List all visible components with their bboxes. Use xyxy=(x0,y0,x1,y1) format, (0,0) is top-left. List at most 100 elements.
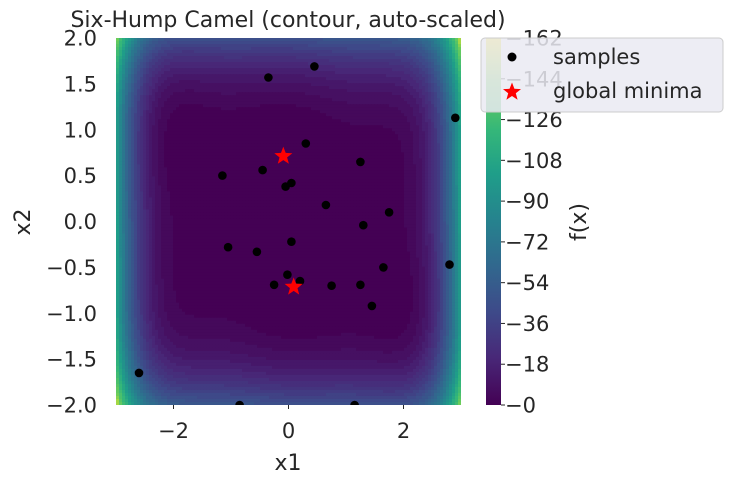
contour-cell xyxy=(380,155,384,159)
contour-cell xyxy=(308,59,312,63)
contour-cell xyxy=(419,104,423,108)
contour-cell xyxy=(176,107,180,111)
contour-cell xyxy=(284,119,288,123)
contour-cell xyxy=(332,128,336,132)
contour-cell xyxy=(428,56,432,60)
contour-cell xyxy=(251,47,255,51)
contour-cell xyxy=(365,113,369,117)
contour-cell xyxy=(317,68,321,72)
contour-cell xyxy=(365,38,369,42)
contour-cell xyxy=(353,137,357,141)
contour-cell xyxy=(401,140,405,144)
contour-cell xyxy=(431,119,435,123)
contour-cell xyxy=(332,140,336,144)
contour-cell xyxy=(374,53,378,57)
contour-cell xyxy=(335,152,339,156)
contour-cell xyxy=(137,80,141,84)
contour-cell xyxy=(290,50,294,54)
contour-cell xyxy=(341,125,345,129)
contour-cell xyxy=(335,134,339,138)
contour-cell xyxy=(371,95,375,99)
contour-cell xyxy=(455,80,459,84)
contour-cell xyxy=(404,62,408,66)
contour-cell xyxy=(122,155,126,159)
contour-cell xyxy=(311,161,315,165)
contour-cell xyxy=(380,86,384,90)
contour-cell xyxy=(410,98,414,102)
contour-cell xyxy=(323,47,327,51)
contour-cell xyxy=(440,131,444,135)
contour-cell xyxy=(353,131,357,135)
contour-cell xyxy=(131,110,135,114)
contour-cell xyxy=(287,155,291,159)
contour-cell xyxy=(443,107,447,111)
contour-cell xyxy=(332,143,336,147)
contour-cell xyxy=(206,110,210,114)
contour-cell xyxy=(284,44,288,48)
contour-cell xyxy=(128,80,132,84)
contour-cell xyxy=(173,89,177,93)
contour-cell xyxy=(203,104,207,108)
contour-cell xyxy=(377,164,381,168)
contour-cell xyxy=(134,107,138,111)
contour-cell xyxy=(149,116,153,120)
contour-cell xyxy=(368,89,372,93)
contour-cell xyxy=(140,104,144,108)
contour-cell xyxy=(257,98,261,102)
contour-cell xyxy=(191,131,195,135)
contour-cell xyxy=(293,134,297,138)
contour-cell xyxy=(194,83,198,87)
contour-cell xyxy=(158,119,162,123)
contour-cell xyxy=(389,89,393,93)
contour-cell xyxy=(365,131,369,135)
contour-cell xyxy=(389,110,393,114)
contour-cell xyxy=(149,50,153,54)
contour-cell xyxy=(200,77,204,81)
contour-cell xyxy=(185,122,189,126)
contour-cell xyxy=(380,104,384,108)
contour-cell xyxy=(398,62,402,66)
contour-cell xyxy=(137,41,141,45)
contour-cell xyxy=(326,65,330,69)
contour-cell xyxy=(137,140,141,144)
contour-cell xyxy=(182,89,186,93)
contour-cell xyxy=(305,86,309,90)
contour-cell xyxy=(452,44,456,48)
contour-cell xyxy=(254,86,258,90)
contour-cell xyxy=(248,50,252,54)
contour-cell xyxy=(221,164,225,168)
contour-cell xyxy=(167,62,171,66)
contour-cell xyxy=(383,152,387,156)
contour-cell xyxy=(410,44,414,48)
contour-cell xyxy=(437,110,441,114)
contour-cell xyxy=(422,86,426,90)
contour-cell xyxy=(215,131,219,135)
contour-cell xyxy=(269,56,273,60)
contour-cell xyxy=(374,74,378,78)
contour-cell xyxy=(374,110,378,114)
contour-cell xyxy=(380,158,384,162)
contour-cell xyxy=(257,47,261,51)
contour-cell xyxy=(275,107,279,111)
contour-cell xyxy=(350,65,354,69)
contour-cell xyxy=(332,53,336,57)
contour-cell xyxy=(443,53,447,57)
contour-cell xyxy=(437,62,441,66)
contour-cell xyxy=(434,113,438,117)
contour-cell xyxy=(389,101,393,105)
contour-cell xyxy=(383,62,387,66)
contour-cell xyxy=(194,59,198,63)
contour-cell xyxy=(443,68,447,72)
contour-cell xyxy=(428,116,432,120)
contour-cell xyxy=(422,128,426,132)
contour-cell xyxy=(251,44,255,48)
contour-cell xyxy=(362,134,366,138)
contour-cell xyxy=(398,65,402,69)
contour-cell xyxy=(191,155,195,159)
contour-cell xyxy=(245,113,249,117)
contour-cell xyxy=(230,137,234,141)
contour-cell xyxy=(362,89,366,93)
contour-cell xyxy=(350,116,354,120)
contour-cell xyxy=(317,155,321,159)
contour-cell xyxy=(242,62,246,66)
